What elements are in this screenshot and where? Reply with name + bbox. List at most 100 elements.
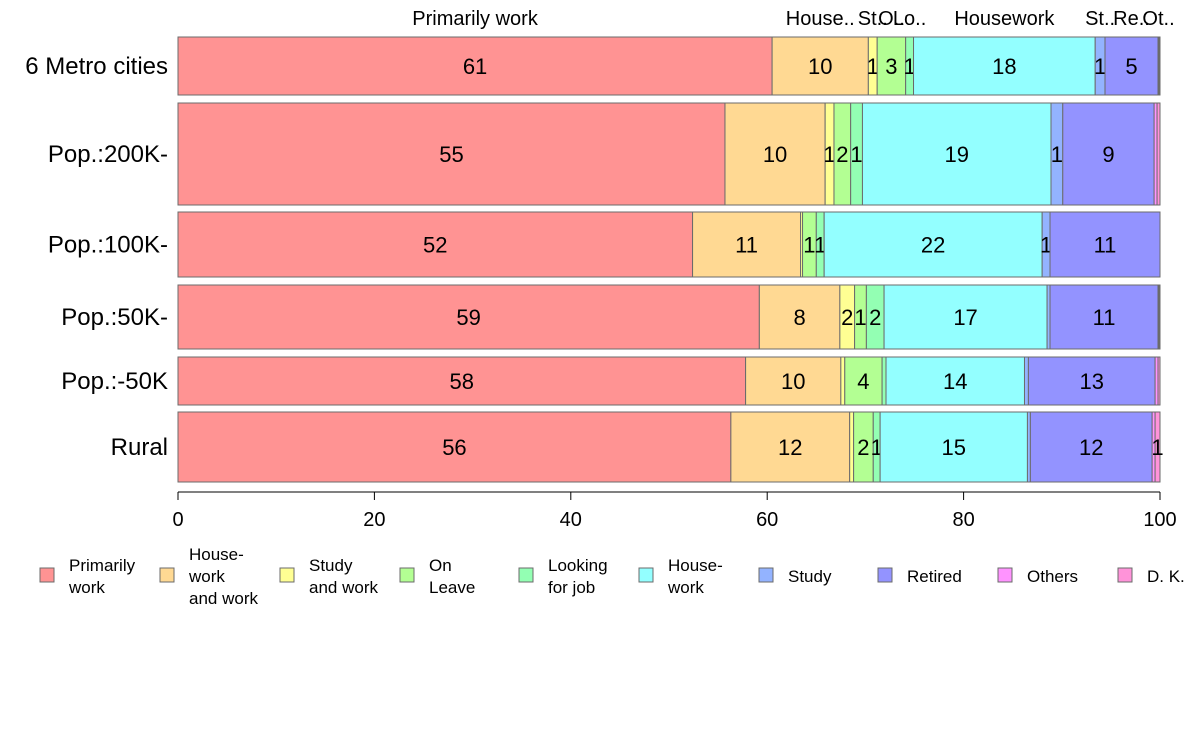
column-header-label: Primarily work — [412, 8, 539, 30]
x-tick-label: 0 — [172, 509, 183, 531]
legend-label: Retired — [907, 567, 962, 586]
bar-segment — [1104, 36, 1159, 96]
data-label: 12 — [778, 435, 802, 460]
bar-segment — [1158, 284, 1161, 350]
bar-segment — [876, 36, 907, 96]
legend-swatch — [159, 567, 175, 583]
column-header-label: Lo.. — [893, 8, 926, 30]
bar-segment — [771, 36, 869, 96]
data-label: 2 — [836, 142, 848, 167]
data-label: 61 — [463, 54, 487, 79]
legend-swatch — [399, 567, 415, 583]
column-header-label: St.. — [1085, 8, 1115, 30]
data-label: 11 — [1094, 233, 1117, 258]
legend-label: work — [68, 578, 105, 597]
category-label: Rural — [111, 434, 168, 461]
data-label: 59 — [456, 305, 480, 330]
data-label: 15 — [942, 435, 966, 460]
data-label: 52 — [423, 233, 447, 258]
data-label: 14 — [943, 369, 967, 394]
data-label: 10 — [808, 54, 832, 79]
data-label: 1 — [1051, 142, 1063, 167]
x-tick-label: 60 — [756, 509, 778, 531]
data-label: 4 — [857, 369, 869, 394]
bar-segment — [1023, 356, 1029, 406]
legend-swatch — [997, 567, 1013, 583]
bar-segment — [177, 211, 694, 278]
x-tick-label: 40 — [560, 509, 582, 531]
data-label: 11 — [735, 233, 758, 258]
legend-item: Looking for job — [518, 556, 608, 597]
bar-segment — [1049, 284, 1159, 350]
legend-item: Study and work — [279, 556, 378, 597]
legend-item: House-work — [638, 556, 723, 597]
legend-swatch — [279, 567, 295, 583]
legend-label: work — [188, 567, 225, 586]
bar-segment — [724, 102, 826, 206]
bar-segment — [177, 36, 773, 96]
bar-row: 59 8 2 1 2 17 11 — [177, 284, 1161, 350]
column-header-label: Re.. — [1113, 8, 1150, 30]
legend-label: House- — [189, 545, 244, 564]
bar-segment — [177, 411, 732, 483]
data-label: 1 — [814, 233, 826, 258]
data-label: 8 — [793, 305, 805, 330]
data-label: 10 — [781, 369, 805, 394]
bar-segment — [1158, 36, 1161, 96]
legend-item: D. K. — [1117, 567, 1185, 586]
bar-segment — [844, 356, 883, 406]
column-header-label: O.. — [878, 8, 905, 30]
bar-row: 52 11 11 22 1 11 — [177, 211, 1161, 278]
bar-segment — [849, 411, 855, 483]
data-label: 1 — [1094, 54, 1106, 79]
x-tick-label: 100 — [1143, 509, 1176, 531]
legend-label: Study — [788, 567, 832, 586]
category-label: Pop.:100K- — [48, 232, 168, 259]
bar-segment — [1049, 211, 1161, 278]
legend-item: Others — [997, 567, 1078, 586]
column-header-label: House.. — [786, 8, 855, 30]
column-header-labels: Primarily work House.. St..O..Lo.. Housewor… — [412, 8, 1174, 30]
legend-label: House- — [668, 556, 723, 575]
bar-segment — [913, 36, 1096, 96]
data-label: 22 — [921, 233, 945, 258]
data-label: 18 — [992, 54, 1016, 79]
category-label: Pop.:-50K — [61, 368, 168, 395]
data-label: 1 — [850, 142, 862, 167]
data-label: 3 — [885, 54, 897, 79]
bar-segment — [883, 284, 1048, 350]
bar-row: 58 10 4 14 13 — [177, 356, 1161, 406]
legend-label: work — [667, 578, 704, 597]
data-label: 1 — [854, 305, 866, 330]
bar-row: 61 10 1 3 1 18 1 5 — [177, 36, 1161, 96]
legend-swatch — [518, 567, 534, 583]
data-label: 19 — [944, 142, 968, 167]
data-label: 1 — [823, 142, 835, 167]
data-label: 10 — [763, 142, 787, 167]
data-label: 13 — [1080, 369, 1104, 394]
legend-swatch — [877, 567, 893, 583]
legend-label: and work — [309, 578, 378, 597]
bar-segment — [177, 284, 760, 350]
x-axis: 0 20 40 60 80 100 — [172, 491, 1177, 531]
legend-item: Study — [758, 567, 832, 586]
bar-segment — [745, 356, 842, 406]
data-label: 56 — [442, 435, 466, 460]
data-label: 2 — [841, 305, 853, 330]
data-label: 1 — [867, 54, 879, 79]
legend-label: and work — [189, 589, 258, 608]
bar-segment — [885, 356, 1025, 406]
bar-segment — [758, 284, 841, 350]
legend-label: Others — [1027, 567, 1078, 586]
bar-segment — [1062, 102, 1155, 206]
legend-label: D. K. — [1147, 567, 1185, 586]
data-label: 11 — [1093, 305, 1116, 330]
data-label: 12 — [1079, 435, 1103, 460]
bar-segment — [1156, 102, 1161, 206]
category-label: Pop.:200K- — [48, 141, 168, 168]
bar-segment — [1157, 356, 1161, 406]
data-label: 55 — [439, 142, 463, 167]
